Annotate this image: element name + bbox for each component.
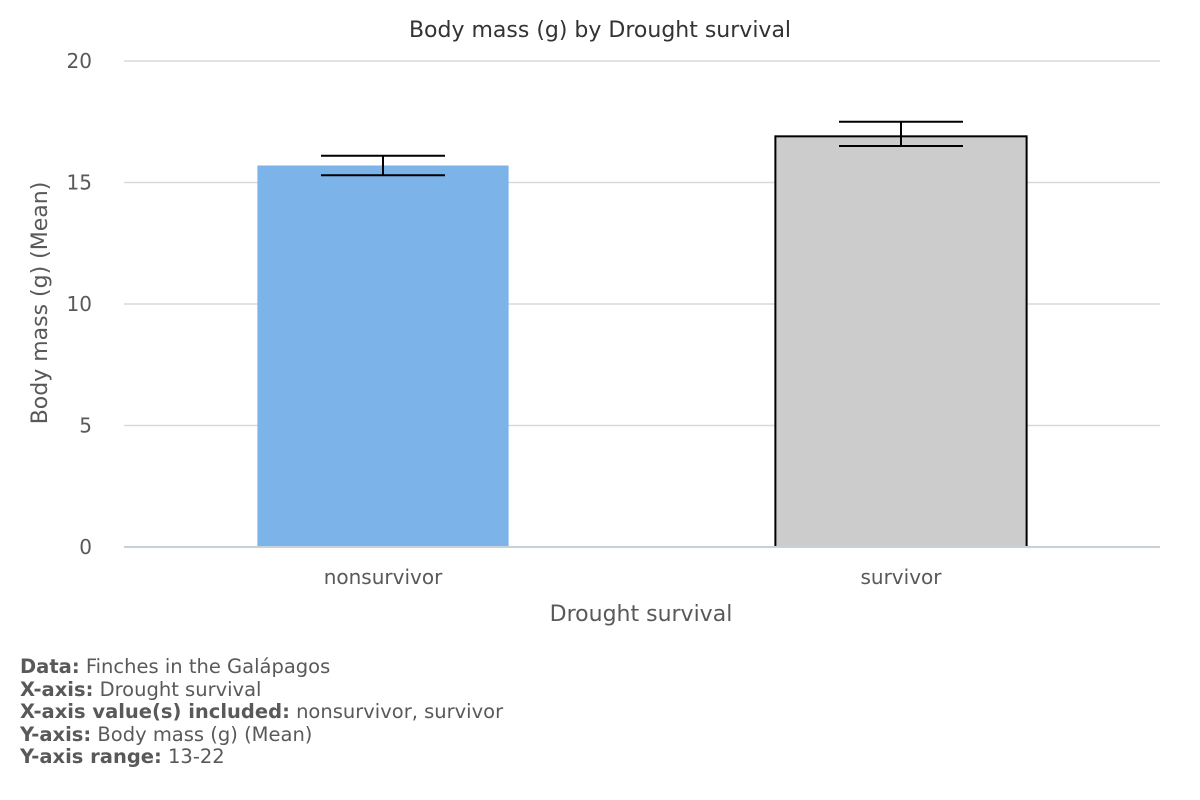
y-tick-label: 10	[67, 292, 92, 316]
chart-notes: Data: Finches in the Galápagos X-axis: D…	[20, 655, 504, 769]
axes: 0 5 10 15 20 nonsurvivor survivor	[67, 49, 1160, 589]
y-tick-label: 5	[79, 414, 92, 438]
y-tick-label: 0	[79, 535, 92, 559]
y-tick-label: 20	[67, 49, 92, 73]
y-axis-title: Body mass (g) (Mean)	[28, 182, 53, 425]
note-y-axis: Y-axis: Body mass (g) (Mean)	[20, 722, 313, 746]
note-data: Data: Finches in the Galápagos	[20, 655, 331, 678]
x-axis-title: Drought survival	[550, 602, 733, 627]
y-tick-label: 15	[67, 171, 92, 195]
chart-title: Body mass (g) by Drought survival	[409, 18, 791, 43]
bar-chart: 0 5 10 15 20 nonsurvivor survivor Body mass (g…	[28, 18, 1160, 627]
bar-nonsurvivor	[257, 165, 509, 548]
x-tick-label: nonsurvivor	[324, 565, 443, 589]
bars	[257, 120, 1028, 549]
note-x-axis: X-axis: Drought survival	[20, 677, 262, 701]
x-tick-label: survivor	[860, 565, 942, 589]
bar-survivor	[774, 135, 1028, 549]
note-x-values: X-axis value(s) included: nonsurvivor, s…	[20, 700, 504, 723]
note-y-range: Y-axis range: 13-22	[20, 745, 225, 768]
